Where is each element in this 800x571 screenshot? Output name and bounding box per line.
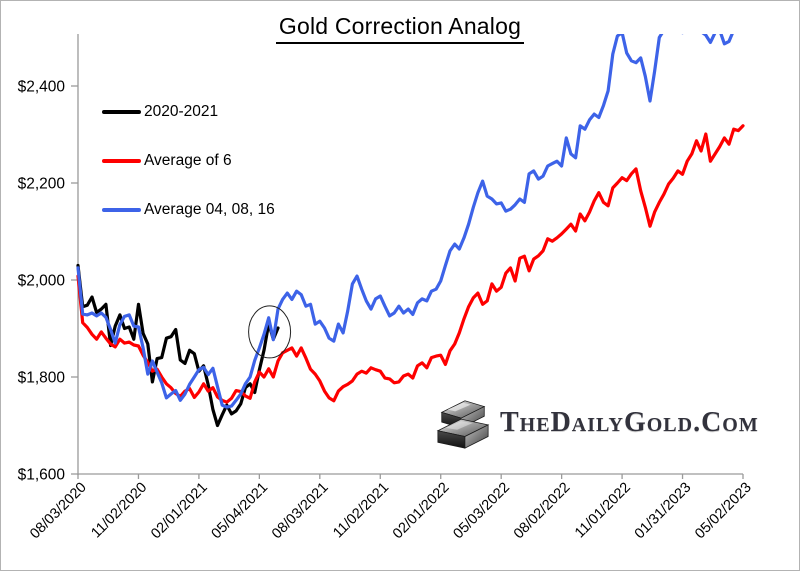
y-tick-label: $2,200 bbox=[18, 176, 66, 193]
x-tick-label: 08/03/2021 bbox=[269, 480, 332, 543]
x-tick-label: 02/01/2022 bbox=[390, 480, 453, 543]
x-tick-label: 11/01/2022 bbox=[572, 480, 634, 542]
gold-bars-icon bbox=[436, 400, 490, 449]
legend-item-average-of-6: Average of 6 bbox=[102, 150, 275, 172]
x-tick-label: 05/02/2023 bbox=[692, 480, 755, 543]
legend-swatch-black bbox=[102, 110, 141, 114]
chart-title-text: Gold Correction Analog bbox=[275, 13, 525, 44]
watermark-logo: TheDailyGold.Com bbox=[434, 395, 759, 451]
x-tick-label: 01/31/2023 bbox=[632, 480, 695, 543]
x-tick-label: 11/02/2020 bbox=[88, 480, 150, 542]
legend-item-2020-2021: 2020-2021 bbox=[102, 101, 275, 123]
legend-swatch-red bbox=[102, 159, 141, 163]
watermark-text: TheDailyGold.Com bbox=[500, 407, 759, 438]
x-tick-label: 02/01/2021 bbox=[148, 480, 211, 543]
x-tick-label: 05/04/2021 bbox=[209, 480, 272, 543]
series-line-average-04-08-16 bbox=[76, 34, 734, 409]
x-tick-label: 11/02/2021 bbox=[330, 480, 392, 542]
legend: 2020-2021 Average of 6 Average 04, 08, 1… bbox=[102, 101, 275, 248]
legend-label: Average 04, 08, 16 bbox=[144, 201, 275, 218]
x-tick-label: 08/03/2020 bbox=[27, 480, 90, 543]
annotation-circle bbox=[248, 305, 292, 359]
y-tick-label: $1,600 bbox=[18, 467, 66, 484]
x-tick-label: 08/02/2022 bbox=[511, 480, 574, 543]
x-tick-label: 05/03/2022 bbox=[450, 480, 513, 543]
legend-item-average-04-08-16: Average 04, 08, 16 bbox=[102, 199, 275, 221]
legend-label: Average of 6 bbox=[144, 152, 232, 169]
series-line-2020-2021 bbox=[76, 263, 280, 428]
y-tick-label: $2,000 bbox=[18, 273, 66, 290]
y-tick-label: $1,800 bbox=[18, 370, 66, 387]
y-tick-label: $2,400 bbox=[18, 79, 66, 96]
chart-title: Gold Correction Analog bbox=[1, 13, 799, 44]
legend-label: 2020-2021 bbox=[144, 103, 219, 120]
legend-swatch-blue bbox=[102, 208, 141, 212]
